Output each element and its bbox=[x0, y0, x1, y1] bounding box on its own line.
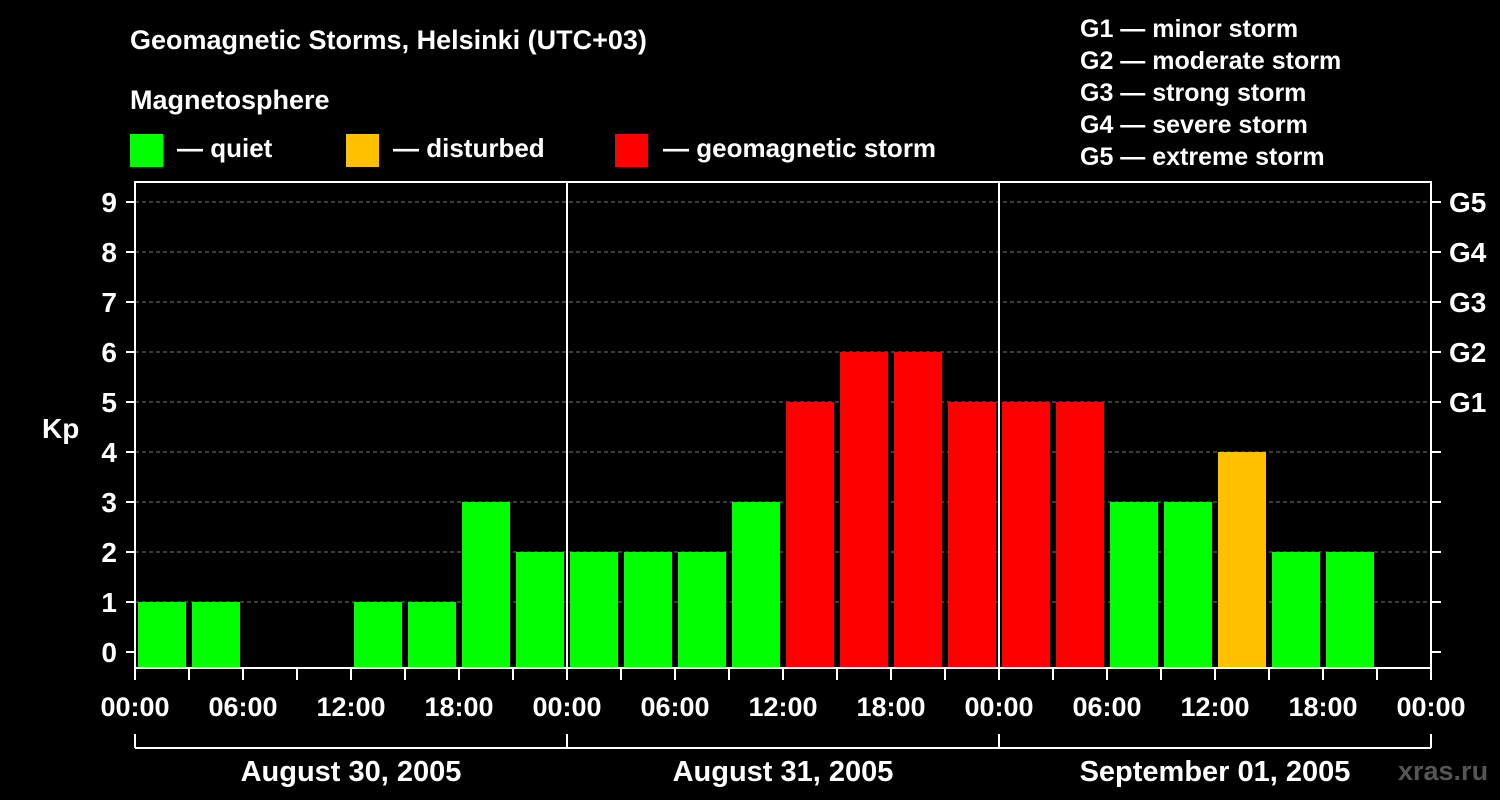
kp-bar-1 bbox=[192, 602, 240, 668]
g-scale-axis: G1 G2 G3 G4 G5 bbox=[1431, 187, 1487, 653]
grid-lines bbox=[135, 201, 1431, 603]
bars bbox=[138, 352, 1374, 668]
x-tick-label-2: 12:00 bbox=[316, 692, 385, 722]
g-level-label-G5: G5 bbox=[1449, 187, 1486, 218]
y-tick-label-0: 0 bbox=[101, 637, 117, 668]
kp-bar-14 bbox=[894, 352, 942, 668]
g-level-label-G4: G4 bbox=[1449, 237, 1487, 268]
kp-bar-16 bbox=[1002, 402, 1050, 668]
x-tick-label-0: 00:00 bbox=[100, 692, 169, 722]
legend-label-quiet: — quiet bbox=[177, 133, 273, 163]
y-tick-label-7: 7 bbox=[101, 287, 117, 318]
y-tick-label-3: 3 bbox=[101, 487, 117, 518]
legend-storm: — geomagnetic storm bbox=[615, 133, 936, 167]
kp-bar-19 bbox=[1164, 502, 1212, 668]
x-tick-label-12: 00:00 bbox=[1396, 692, 1465, 722]
y-tick-label-5: 5 bbox=[101, 387, 117, 418]
legend-quiet: — quiet bbox=[130, 133, 273, 167]
kp-bar-17 bbox=[1056, 402, 1104, 668]
x-tick-label-7: 18:00 bbox=[856, 692, 925, 722]
x-tick-label-10: 12:00 bbox=[1180, 692, 1249, 722]
y-tick-label-2: 2 bbox=[101, 537, 117, 568]
kp-bar-5 bbox=[408, 602, 456, 668]
legend-swatch-disturbed bbox=[346, 134, 379, 167]
x-tick-label-1: 06:00 bbox=[208, 692, 277, 722]
y-axis-label: Kp bbox=[42, 413, 79, 444]
y-tick-label-4: 4 bbox=[101, 437, 117, 468]
watermark: xras.ru bbox=[1398, 756, 1488, 786]
y-tick-label-9: 9 bbox=[101, 187, 117, 218]
legend-label-disturbed: — disturbed bbox=[393, 133, 545, 163]
legend-swatch-storm bbox=[615, 134, 648, 167]
day-label-1: August 31, 2005 bbox=[673, 756, 894, 788]
kp-bar-7 bbox=[516, 552, 564, 668]
y-axis: 0 1 2 3 4 5 6 7 8 9 bbox=[101, 187, 135, 668]
kp-bar-0 bbox=[138, 602, 186, 668]
kp-bar-20 bbox=[1218, 452, 1266, 668]
g2-note: G2 — moderate storm bbox=[1080, 47, 1341, 75]
kp-bar-4 bbox=[354, 602, 402, 668]
y-tick-label-1: 1 bbox=[101, 587, 117, 618]
kp-bar-18 bbox=[1110, 502, 1158, 668]
g5-note: G5 — extreme storm bbox=[1080, 143, 1325, 171]
g-level-label-G2: G2 bbox=[1449, 337, 1486, 368]
kp-bar-13 bbox=[840, 352, 888, 668]
x-tick-label-3: 18:00 bbox=[424, 692, 493, 722]
kp-bar-22 bbox=[1326, 552, 1374, 668]
legend-title: Magnetosphere bbox=[130, 85, 330, 115]
legend-disturbed: — disturbed bbox=[346, 133, 545, 167]
x-tick-label-11: 18:00 bbox=[1288, 692, 1357, 722]
g4-note: G4 — severe storm bbox=[1080, 111, 1308, 139]
chart-title: Geomagnetic Storms, Helsinki (UTC+03) bbox=[130, 25, 647, 55]
x-tick-label-9: 06:00 bbox=[1072, 692, 1141, 722]
kp-bar-9 bbox=[624, 552, 672, 668]
x-tick-label-6: 12:00 bbox=[748, 692, 817, 722]
x-tick-label-4: 00:00 bbox=[532, 692, 601, 722]
y-tick-label-8: 8 bbox=[101, 237, 117, 268]
x-axis: 00:00 06:00 12:00 18:00 00:00 06:00 12:00 18:00… bbox=[100, 668, 1466, 722]
g-level-label-G1: G1 bbox=[1449, 387, 1486, 418]
day-label-0: August 30, 2005 bbox=[241, 756, 462, 788]
kp-bar-6 bbox=[462, 502, 510, 668]
g-scale-notes: G1 — minor storm G2 — moderate storm G3 … bbox=[1080, 15, 1341, 171]
day-label-2: September 01, 2005 bbox=[1080, 756, 1351, 788]
g-level-label-G3: G3 bbox=[1449, 287, 1486, 318]
kp-bar-21 bbox=[1272, 552, 1320, 668]
legend-swatch-quiet bbox=[130, 134, 163, 167]
legend-label-storm: — geomagnetic storm bbox=[663, 133, 936, 163]
day-axis: August 30, 2005 August 31, 2005 September … bbox=[134, 734, 1432, 788]
y-tick-label-6: 6 bbox=[101, 337, 117, 368]
kp-bar-12 bbox=[786, 402, 834, 668]
kp-bar-15 bbox=[948, 402, 996, 668]
kp-bar-11 bbox=[732, 502, 780, 668]
kp-bar-8 bbox=[570, 552, 618, 668]
kp-bar-10 bbox=[678, 552, 726, 668]
x-tick-label-5: 06:00 bbox=[640, 692, 709, 722]
g1-note: G1 — minor storm bbox=[1080, 15, 1298, 43]
g3-note: G3 — strong storm bbox=[1080, 79, 1306, 107]
x-tick-label-8: 00:00 bbox=[964, 692, 1033, 722]
